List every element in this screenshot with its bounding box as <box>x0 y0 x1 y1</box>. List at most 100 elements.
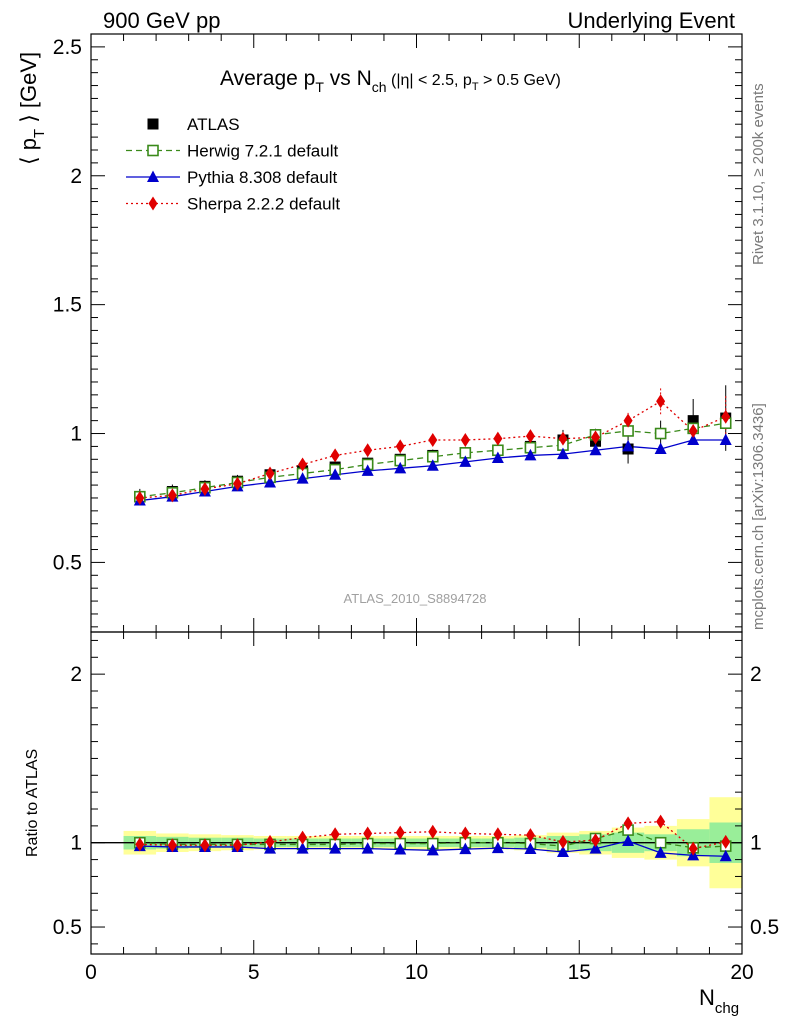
y-tick-label-main: 1.5 <box>53 294 82 317</box>
y-tick-label-ratio: 1 <box>70 832 82 855</box>
ratio-point-herwig <box>654 836 667 849</box>
ratio-point-pythia <box>654 846 667 858</box>
point-sherpa <box>395 439 405 454</box>
y-tick-label-ratio: 0.5 <box>53 916 82 939</box>
point-sherpa <box>298 457 308 472</box>
ratio-point-sherpa <box>721 834 731 849</box>
point-sherpa <box>525 429 535 444</box>
ratio-point-pythia <box>459 842 472 855</box>
ratio-point-pythia <box>329 842 342 854</box>
point-pythia <box>589 443 602 456</box>
ratio-data-band-layer <box>91 797 742 889</box>
point-sherpa <box>591 430 601 445</box>
ratio-point-pythia <box>296 842 309 854</box>
ratio-plot-frame <box>90 631 743 955</box>
x-tick-label: 10 <box>405 961 428 984</box>
x-tick-label: 5 <box>248 961 260 984</box>
legend-marker-herwig <box>147 144 159 157</box>
point-pythia <box>361 464 374 476</box>
x-tick-label: 0 <box>85 961 97 984</box>
point-pythia <box>264 476 277 488</box>
watermark: ATLAS_2010_S8894728 <box>344 591 487 606</box>
ratio-point-pythia <box>426 843 439 856</box>
chart-title: Average pT vs Nch (|η| < 2.5, pT > 0.5 G… <box>220 67 561 95</box>
ratio-point-pythia <box>719 849 732 862</box>
point-pythia <box>524 448 537 461</box>
point-sherpa <box>493 431 503 446</box>
point-sherpa <box>363 443 373 458</box>
legend-marker-pythia <box>147 170 159 182</box>
y-axis-label-ratio: Ratio to ATLAS <box>24 749 41 857</box>
legend-label-pythia: Pythia 8.308 default <box>187 168 338 187</box>
point-pythia <box>394 461 407 474</box>
point-pythia <box>719 433 732 445</box>
ratio-point-pythia <box>556 845 569 858</box>
point-sherpa <box>330 448 340 463</box>
y-tick-label-main: 0.5 <box>53 551 82 574</box>
ratio-point-sherpa <box>591 833 601 848</box>
ratio-point-sherpa <box>493 827 503 842</box>
ratio-point-pythia <box>622 834 635 847</box>
ratio-point-pythia <box>361 842 374 854</box>
point-pythia <box>556 447 569 460</box>
legend-marker-atlas <box>147 118 159 130</box>
y-tick-label-ratio-right: 2 <box>750 663 762 686</box>
x-axis-label: Nchg <box>699 985 739 1017</box>
y-tick-label-main: 2.5 <box>53 36 82 59</box>
ratio-point-sherpa <box>298 830 308 845</box>
ratio-point-sherpa <box>395 825 405 840</box>
x-tick-label: 15 <box>568 961 591 984</box>
point-pythia <box>459 455 472 467</box>
point-sherpa <box>656 394 666 409</box>
point-herwig <box>654 427 667 440</box>
point-pythia <box>654 442 667 454</box>
point-pythia <box>426 459 439 471</box>
ratio-point-sherpa <box>330 827 340 842</box>
point-sherpa <box>460 432 470 447</box>
ratio-point-pythia <box>394 842 407 855</box>
header-left: 900 GeV pp <box>103 8 220 33</box>
y-axis-label-main: ⟨ pT ⟩ [GeV] <box>16 52 48 165</box>
ratio-point-sherpa <box>460 826 470 841</box>
point-sherpa <box>265 466 275 481</box>
ratio-point-sherpa <box>200 838 210 853</box>
ratio-point-sherpa <box>558 834 568 849</box>
point-pythia <box>296 472 309 484</box>
ratio-point-sherpa <box>623 816 633 831</box>
legend-label-herwig: Herwig 7.2.1 default <box>187 142 338 161</box>
point-pythia <box>687 433 700 445</box>
ratio-point-sherpa <box>688 841 698 856</box>
ratio-point-sherpa <box>135 837 145 852</box>
ratio-point-pythia <box>589 842 602 854</box>
point-sherpa <box>232 476 242 491</box>
y-tick-label-ratio: 2 <box>70 663 82 686</box>
point-pythia <box>622 439 635 452</box>
ratio-point-pythia <box>491 841 504 854</box>
ratio-point-sherpa <box>428 824 438 839</box>
ratio-point-sherpa <box>232 838 242 853</box>
ratio-point-sherpa <box>525 828 535 843</box>
point-sherpa <box>135 490 145 505</box>
mcplots-side-label: mcplots.cern.ch [arXiv:1306.3436] <box>750 403 767 630</box>
point-sherpa <box>688 423 698 438</box>
point-sherpa <box>428 432 438 447</box>
legend-label-atlas: ATLAS <box>187 115 240 134</box>
series-layer <box>133 388 732 862</box>
y-tick-label-main: 1 <box>70 423 82 446</box>
x-tick-label: 20 <box>730 961 753 984</box>
legend: ATLAS Herwig 7.2.1 default Pythia 8.308 de… <box>126 115 340 214</box>
y-tick-label-ratio-right: 1 <box>750 832 762 855</box>
point-sherpa <box>721 409 731 424</box>
ratio-point-sherpa <box>363 826 373 841</box>
y-tick-label-ratio-right: 0.5 <box>750 916 779 939</box>
point-pythia <box>491 451 504 464</box>
ratio-point-sherpa <box>656 814 666 829</box>
legend-label-sherpa: Sherpa 2.2.2 default <box>187 195 340 214</box>
point-pythia <box>329 468 342 480</box>
point-atlas <box>687 415 699 427</box>
rivet-side-label: Rivet 3.1.10, ≥ 200k events <box>750 83 767 265</box>
point-sherpa <box>200 481 210 496</box>
point-sherpa <box>167 488 177 503</box>
ratio-point-sherpa <box>265 834 275 849</box>
